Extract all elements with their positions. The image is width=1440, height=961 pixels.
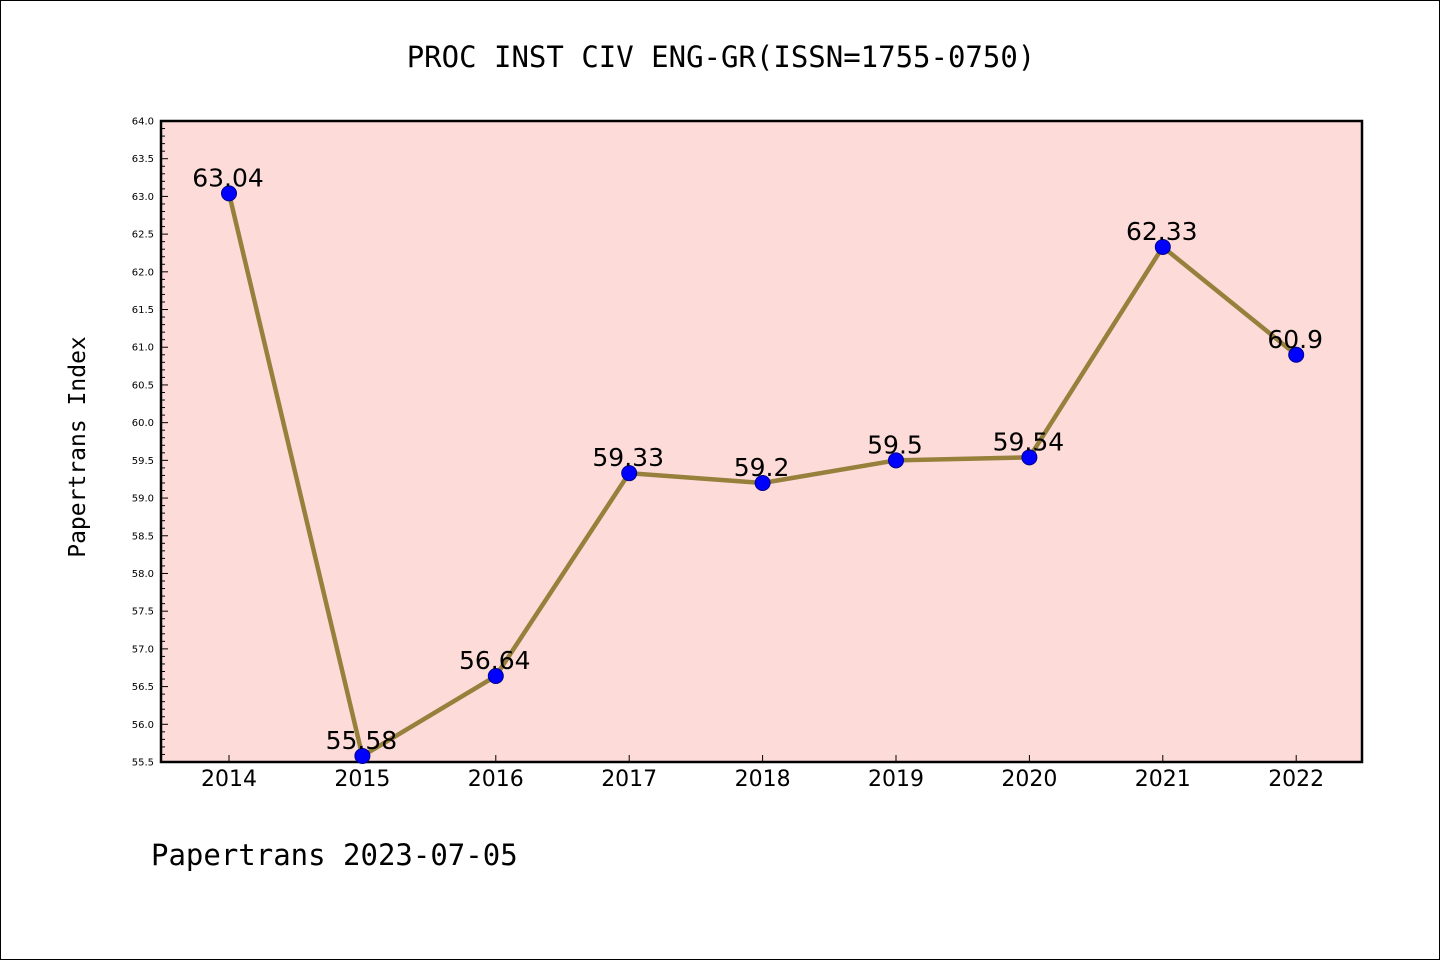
x-tick-label: 2017 <box>601 767 657 792</box>
chart-title: PROC INST CIV ENG-GR(ISSN=1755-0750) <box>407 40 1036 74</box>
x-tick-label: 2015 <box>334 767 390 792</box>
data-label: 63.04 <box>192 163 264 192</box>
y-tick-label: 57.5 <box>132 607 154 618</box>
data-label: 62.33 <box>1126 217 1198 246</box>
x-tick-label: 2016 <box>468 767 524 792</box>
y-tick-label: 59.0 <box>132 494 154 505</box>
data-label: 59.54 <box>993 427 1065 456</box>
data-point <box>221 185 237 202</box>
data-point <box>754 474 771 491</box>
x-tick-label: 2019 <box>868 767 924 792</box>
data-point <box>888 452 904 469</box>
data-label: 59.33 <box>592 443 664 472</box>
data-point <box>1021 449 1038 466</box>
x-tick-label: 2022 <box>1268 767 1324 792</box>
data-label: 56.64 <box>459 646 531 675</box>
y-axis-label: Papertrans Index <box>65 336 91 558</box>
y-tick-label: 56.0 <box>132 720 154 731</box>
series-line <box>221 185 1305 764</box>
data-label: 60.9 <box>1267 325 1323 354</box>
data-point <box>354 747 371 764</box>
y-tick-label: 62.0 <box>132 267 154 278</box>
footer-source: Papertrans 2023-07-05 <box>151 838 518 872</box>
data-point <box>487 668 504 685</box>
plot-area <box>159 119 1364 764</box>
y-axis-ticks: 55.5 56.0 56.5 57.0 57.5 58.0 58.5 59.0 59.5 60.0… <box>132 117 168 769</box>
data-label: 59.2 <box>734 453 790 482</box>
data-labels: 63.04 55.58 56.64 59.33 59.2 59.5 59.54 62.33 60… <box>192 163 1323 755</box>
y-tick-label: 59.5 <box>132 456 154 467</box>
y-tick-label: 55.5 <box>132 758 154 769</box>
x-tick-label: 2018 <box>735 767 791 792</box>
x-tick-label: 2020 <box>1001 767 1057 792</box>
y-tick-label: 58.5 <box>132 531 154 542</box>
data-point <box>1154 238 1171 255</box>
data-point <box>1288 346 1305 363</box>
y-tick-label: 58.0 <box>132 569 154 580</box>
y-tick-label: 60.0 <box>132 418 154 429</box>
y-tick-label: 63.5 <box>132 154 154 165</box>
y-tick-label: 64.0 <box>132 117 154 128</box>
data-label: 55.58 <box>326 726 398 755</box>
y-tick-label: 60.5 <box>132 380 154 391</box>
data-point <box>621 465 638 482</box>
data-label: 59.5 <box>867 430 923 459</box>
y-tick-label: 56.5 <box>132 682 154 693</box>
y-tick-label: 62.5 <box>132 230 154 241</box>
y-tick-label: 61.0 <box>132 343 154 354</box>
y-tick-label: 61.5 <box>132 305 154 316</box>
y-tick-label: 63.0 <box>132 192 154 203</box>
x-axis-ticks: 2014 2015 2016 2017 2018 2019 2020 2021 2022 <box>201 755 1324 792</box>
x-tick-label: 2021 <box>1135 767 1191 792</box>
x-tick-label: 2014 <box>201 767 257 792</box>
y-tick-label: 57.0 <box>132 644 154 655</box>
